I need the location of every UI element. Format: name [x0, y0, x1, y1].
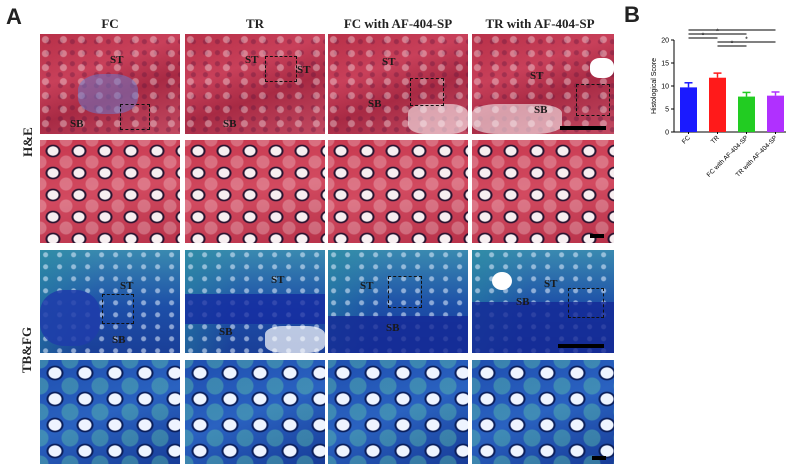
y-tick-label: 15 [661, 61, 669, 68]
zoom-box [388, 276, 422, 308]
label-st: ST [297, 64, 311, 76]
label-sb: SB [368, 98, 382, 110]
bar [767, 95, 784, 132]
tbfg-detail-fc-af [328, 360, 468, 464]
label-st: ST [544, 278, 558, 290]
zoom-box [568, 288, 604, 318]
significance-star: * [745, 37, 748, 44]
bar [709, 77, 726, 132]
label-sb: SB [70, 118, 84, 130]
label-sb: SB [386, 322, 400, 334]
x-tick-label: TR [710, 134, 721, 145]
he-overview-fc: ST SB [40, 34, 180, 134]
he-detail-tr [185, 140, 325, 243]
column-title-fc-af: FC with AF-404-SP [343, 16, 453, 31]
zoom-box [102, 294, 134, 324]
label-sb: SB [219, 326, 233, 338]
significance-star: * [702, 33, 705, 40]
panel-b-letter: B [624, 2, 640, 27]
bar [680, 87, 697, 132]
scale-bar [590, 234, 604, 238]
label-sb: SB [534, 104, 548, 116]
scale-bar [592, 456, 606, 460]
row-label-he: H&E [20, 127, 35, 157]
column-title-tr: TR [245, 16, 265, 31]
significance-star: * [731, 41, 734, 48]
zoom-box [410, 78, 444, 106]
zoom-box [265, 56, 297, 82]
label-st: ST [530, 70, 544, 82]
label-st: ST [245, 54, 259, 66]
label-st: ST [110, 54, 124, 66]
scale-bar [558, 344, 604, 348]
he-detail-tr-af [472, 140, 614, 243]
row-label-tbfg: TB&FG [19, 326, 34, 374]
label-sb: SB [516, 296, 530, 308]
scale-bar [560, 126, 606, 130]
he-overview-tr-af: ST SB [472, 34, 614, 134]
he-overview-tr: ST ST SB [185, 34, 325, 134]
y-tick-label: 0 [665, 130, 669, 137]
tbfg-detail-fc [40, 360, 180, 464]
label-st: ST [120, 280, 134, 292]
he-detail-fc [40, 140, 180, 243]
tbfg-overview-tr: ST SB [185, 250, 325, 353]
label-sb: SB [223, 118, 237, 130]
tbfg-overview-fc-af: ST SB [328, 250, 468, 353]
panel-a-letter: A [6, 4, 22, 29]
zoom-box [120, 104, 150, 130]
significance-star: * [716, 29, 719, 36]
zoom-box [576, 84, 610, 116]
tbfg-detail-tr [185, 360, 325, 464]
label-sb: SB [112, 334, 126, 346]
tbfg-overview-fc: ST SB [40, 250, 180, 353]
tbfg-overview-tr-af: ST SB [472, 250, 614, 353]
column-title-fc: FC [101, 16, 119, 31]
significance-star: * [731, 28, 734, 32]
bar [738, 96, 755, 132]
y-tick-label: 10 [661, 84, 669, 91]
label-st: ST [382, 56, 396, 68]
y-tick-label: 20 [661, 38, 669, 45]
column-title-tr-af: TR with AF-404-SP [485, 16, 595, 31]
y-tick-label: 5 [665, 107, 669, 114]
he-overview-fc-af: ST SB [328, 34, 468, 134]
label-st: ST [271, 274, 285, 286]
y-axis-label: Histological Score [651, 58, 658, 114]
tbfg-detail-tr-af [472, 360, 614, 464]
x-tick-label: FC [681, 134, 692, 145]
he-detail-fc-af [328, 140, 468, 243]
label-st: ST [360, 280, 374, 292]
